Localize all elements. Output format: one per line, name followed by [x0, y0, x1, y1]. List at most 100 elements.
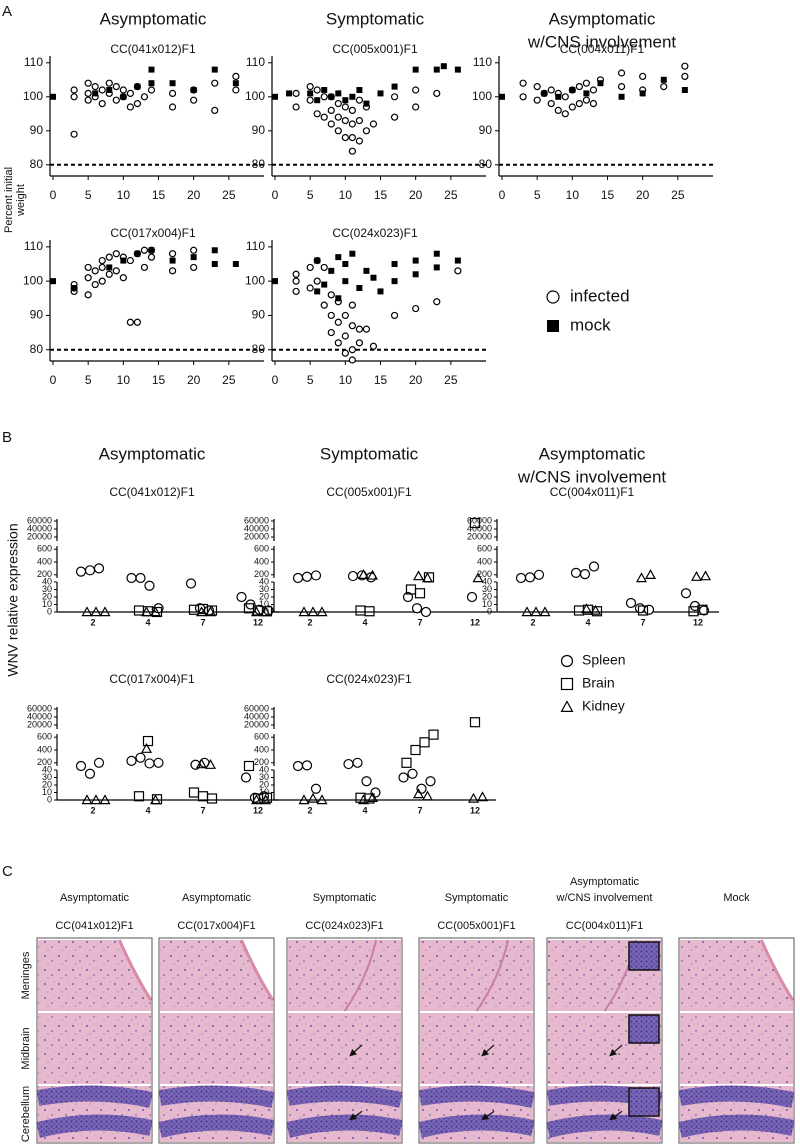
- point: [369, 120, 378, 128]
- chart-subtitle: CC(004x011)F1: [550, 485, 635, 499]
- point: [190, 96, 198, 104]
- point: [334, 318, 342, 326]
- chart-group-title: w/CNS involvement: [517, 467, 667, 486]
- point: [316, 606, 328, 617]
- point: [310, 783, 322, 794]
- x-tick-label: 0: [272, 188, 279, 202]
- point: [643, 604, 655, 615]
- histology-image: [680, 1013, 793, 1084]
- point: [637, 605, 649, 616]
- point: [92, 90, 99, 97]
- point: [660, 76, 667, 83]
- point: [147, 86, 156, 94]
- y-tick-label: 20000: [27, 719, 52, 729]
- point: [84, 79, 92, 87]
- arrow: [349, 1110, 363, 1121]
- point: [112, 267, 120, 275]
- histology-image: [420, 940, 533, 1011]
- y-tick-label: 10: [42, 599, 52, 609]
- point: [634, 603, 646, 614]
- point: [98, 277, 106, 285]
- point: [75, 566, 87, 577]
- column-group: Mock: [723, 892, 750, 904]
- y-tick-label: 40: [259, 764, 269, 774]
- y-tick-label: 0: [264, 794, 269, 804]
- y-tick-label: 400: [37, 556, 52, 566]
- chart-subtitle: CC(004x011)F1: [560, 42, 645, 56]
- point: [245, 599, 256, 610]
- point: [298, 794, 310, 805]
- point: [120, 93, 127, 100]
- point: [366, 792, 379, 802]
- granular-layer: [158, 1114, 275, 1138]
- y-tick-label: 40: [42, 764, 52, 774]
- legend-marker: [547, 320, 559, 332]
- point: [589, 604, 602, 615]
- point: [639, 72, 647, 81]
- panel-label: A: [2, 3, 12, 20]
- x-tick-label: 10: [117, 188, 131, 202]
- point: [348, 120, 356, 128]
- point: [314, 97, 321, 104]
- point: [313, 86, 321, 94]
- point: [168, 103, 177, 111]
- point: [391, 83, 398, 90]
- y-tick-label: 20000: [467, 531, 492, 541]
- meninges-line: [239, 939, 275, 1002]
- point: [342, 97, 349, 104]
- point: [524, 572, 536, 583]
- point: [469, 717, 481, 728]
- point: [292, 760, 304, 772]
- y-tick-label: 40: [482, 576, 492, 586]
- x-tick-label: 7: [417, 617, 422, 627]
- point: [334, 99, 342, 108]
- histology-image: [38, 1013, 151, 1084]
- arrow: [481, 1110, 495, 1121]
- point: [133, 605, 145, 616]
- point: [554, 106, 562, 115]
- point: [306, 82, 314, 91]
- point: [660, 82, 668, 91]
- point: [105, 79, 113, 87]
- point: [335, 295, 342, 302]
- point: [597, 80, 604, 87]
- point: [134, 83, 141, 90]
- point: [81, 606, 93, 617]
- y-axis-title: weight: [15, 184, 27, 217]
- point: [412, 257, 419, 264]
- point: [589, 99, 598, 108]
- point: [84, 291, 92, 299]
- point: [334, 339, 342, 347]
- chart-group-title: w/CNS involvement: [527, 32, 677, 51]
- y-tick-label: 20: [259, 779, 269, 789]
- x-tick-label: 25: [444, 188, 458, 202]
- point: [153, 757, 164, 768]
- y-tick-label: 600: [254, 732, 269, 742]
- image-frame: [418, 937, 535, 1144]
- x-tick-label: 5: [85, 373, 92, 387]
- point: [84, 89, 92, 98]
- column-group: Symptomatic: [445, 892, 509, 904]
- x-tick-label: 2: [307, 617, 312, 627]
- point: [148, 247, 155, 254]
- point: [168, 267, 177, 275]
- granular-layer: [158, 1085, 275, 1108]
- point: [689, 600, 701, 612]
- meninges-line: [759, 939, 795, 1002]
- point: [70, 130, 78, 138]
- point: [259, 794, 272, 805]
- y-tick-label: 100: [245, 273, 265, 287]
- y-tick-label: 20: [259, 591, 269, 601]
- y-tick-label: 100: [245, 89, 265, 103]
- y-tick-label: 110: [473, 55, 492, 69]
- image-frame: [546, 937, 663, 1144]
- point: [306, 284, 314, 292]
- granular-layer: [678, 1085, 795, 1108]
- point: [327, 291, 335, 299]
- y-tick-label: 20000: [244, 719, 269, 729]
- point: [335, 90, 342, 97]
- point: [515, 572, 527, 584]
- y-tick-label: 600: [37, 544, 52, 554]
- image-frame: [36, 937, 153, 1144]
